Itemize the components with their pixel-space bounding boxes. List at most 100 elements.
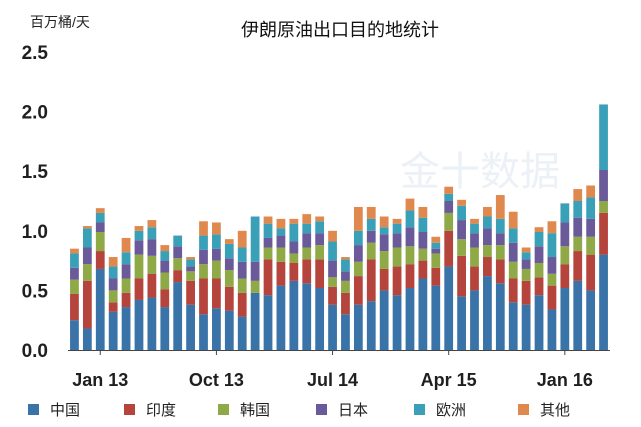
bar-segment-1-37 bbox=[534, 295, 544, 350]
bar-segment-2-38 bbox=[547, 285, 557, 310]
bar-segment-6-10 bbox=[186, 257, 195, 260]
bar-segment-4-4 bbox=[108, 278, 118, 291]
bar-segment-1-32 bbox=[470, 290, 479, 350]
x-tick-label: Oct 13 bbox=[189, 370, 244, 390]
legend: 中国 印度 韩国 日本 欧洲 其他 bbox=[28, 402, 570, 419]
bar-segment-2-14 bbox=[237, 292, 247, 317]
bar-segment-5-1 bbox=[70, 253, 79, 268]
bar-segment-1-1 bbox=[70, 320, 79, 350]
bar-segment-5-23 bbox=[353, 230, 363, 246]
bar-segment-6-37 bbox=[534, 227, 544, 232]
bar-segment-5-22 bbox=[341, 259, 350, 272]
bar-segment-6-28 bbox=[418, 206, 428, 218]
bar-segment-5-14 bbox=[237, 247, 247, 262]
bar-segment-2-22 bbox=[341, 292, 350, 315]
bar-segment-1-17 bbox=[276, 285, 286, 350]
bar-segment-3-36 bbox=[521, 268, 531, 281]
bar-segment-6-23 bbox=[353, 206, 363, 231]
bar-segment-1-27 bbox=[405, 288, 415, 350]
bar-segment-5-38 bbox=[547, 233, 557, 258]
bar-segment-5-37 bbox=[534, 231, 544, 247]
x-tick-label: Apr 15 bbox=[421, 370, 477, 390]
bar-segment-5-19 bbox=[302, 223, 312, 234]
legend-label: 日本 bbox=[338, 402, 368, 419]
bar-segment-1-11 bbox=[199, 314, 208, 350]
bar-segment-3-25 bbox=[379, 251, 389, 269]
bar-segment-5-29 bbox=[431, 242, 441, 249]
bar-segment-2-17 bbox=[276, 261, 286, 286]
bar-segment-3-10 bbox=[186, 271, 195, 281]
bar-segment-2-32 bbox=[470, 266, 479, 291]
y-axis-unit: 百万桶/天 bbox=[30, 14, 90, 30]
bar-segment-4-21 bbox=[328, 260, 337, 278]
bar-segment-4-3 bbox=[95, 222, 105, 232]
bar-segment-4-40 bbox=[573, 217, 583, 237]
bar-segment-1-5 bbox=[121, 307, 131, 350]
bar-segment-2-21 bbox=[328, 286, 337, 305]
bars bbox=[70, 104, 608, 350]
bar-segment-6-34 bbox=[495, 195, 505, 219]
bar-segment-4-38 bbox=[547, 257, 557, 274]
bar-segment-2-16 bbox=[263, 259, 273, 296]
bar-segment-4-27 bbox=[405, 227, 415, 247]
bar-segment-4-18 bbox=[289, 241, 299, 254]
bar-segment-1-30 bbox=[444, 266, 454, 350]
bar-segment-2-34 bbox=[495, 259, 505, 284]
bar-segment-1-29 bbox=[431, 285, 441, 350]
bar-segment-3-27 bbox=[405, 246, 415, 265]
bar-segment-3-39 bbox=[560, 246, 570, 265]
bar-segment-4-17 bbox=[276, 235, 286, 248]
bar-segment-2-36 bbox=[521, 280, 531, 305]
bar-segment-6-8 bbox=[160, 245, 170, 252]
bar-segment-4-12 bbox=[212, 248, 221, 261]
bar-segment-2-35 bbox=[508, 278, 518, 303]
bar-segment-6-6 bbox=[134, 226, 144, 231]
bar-segment-3-15 bbox=[250, 280, 260, 293]
bar-segment-5-35 bbox=[508, 228, 518, 243]
bar-segment-1-42 bbox=[599, 254, 608, 350]
bar-segment-1-7 bbox=[147, 297, 157, 350]
bar-segment-3-22 bbox=[341, 280, 350, 293]
bar-segment-6-22 bbox=[341, 257, 350, 260]
bar-segment-2-27 bbox=[405, 264, 415, 289]
bar-segment-2-23 bbox=[353, 276, 363, 305]
bar-segment-2-39 bbox=[560, 264, 570, 289]
bar-segment-3-2 bbox=[82, 264, 92, 281]
bar-segment-1-21 bbox=[328, 304, 337, 350]
bar-segment-3-20 bbox=[315, 245, 325, 260]
bar-segment-6-30 bbox=[444, 186, 454, 194]
legend-label: 印度 bbox=[146, 402, 176, 419]
bar-segment-2-30 bbox=[444, 230, 454, 267]
bar-segment-3-9 bbox=[173, 258, 183, 271]
bar-segment-5-28 bbox=[418, 217, 428, 232]
bar-segment-1-31 bbox=[457, 296, 466, 350]
bar-segment-3-5 bbox=[121, 278, 131, 293]
bar-segment-6-1 bbox=[70, 248, 79, 254]
bar-segment-3-24 bbox=[366, 242, 376, 260]
bar-segment-6-40 bbox=[573, 189, 583, 201]
bar-segment-5-7 bbox=[147, 227, 157, 240]
bar-segment-4-6 bbox=[134, 240, 144, 255]
legend-label: 欧洲 bbox=[436, 402, 466, 419]
bar-segment-6-41 bbox=[586, 185, 596, 198]
bar-segment-6-4 bbox=[108, 257, 118, 267]
bar-segment-1-8 bbox=[160, 307, 170, 350]
bar-segment-2-29 bbox=[431, 267, 441, 286]
bar-segment-1-25 bbox=[379, 290, 389, 350]
bar-segment-2-11 bbox=[199, 278, 208, 315]
legend-swatch bbox=[414, 404, 425, 415]
x-tick-label: Jan 16 bbox=[537, 370, 593, 390]
bar-segment-3-34 bbox=[495, 245, 505, 260]
bar-segment-1-34 bbox=[495, 283, 505, 350]
bar-segment-4-1 bbox=[70, 267, 79, 280]
bar-segment-3-11 bbox=[199, 264, 208, 279]
bar-segment-5-17 bbox=[276, 228, 286, 236]
bar-segment-4-32 bbox=[470, 233, 479, 248]
bar-segment-3-17 bbox=[276, 247, 286, 262]
bar-segment-5-16 bbox=[263, 223, 273, 238]
bar-segment-2-13 bbox=[224, 286, 234, 311]
bar-segment-3-4 bbox=[108, 290, 118, 303]
bar-segment-5-26 bbox=[392, 223, 402, 234]
bar-segment-3-40 bbox=[573, 236, 583, 252]
bar-segment-1-3 bbox=[95, 268, 105, 350]
